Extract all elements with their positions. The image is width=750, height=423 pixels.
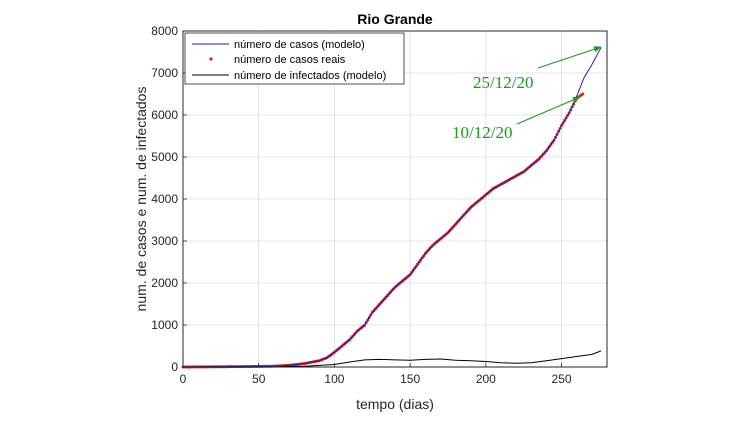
x-tick-label: 50 (252, 372, 266, 386)
y-tick-label: 0 (171, 360, 178, 374)
series-casos-modelo-line (182, 47, 602, 368)
legend: número de casos (modelo) número de casos… (184, 32, 405, 85)
y-tick-label: 2000 (151, 276, 178, 290)
y-tick-label: 1000 (151, 318, 178, 332)
data-point (581, 92, 585, 96)
legend-label-casos-reais: número de casos reais (234, 54, 346, 66)
y-tick-label: 3000 (151, 234, 178, 248)
legend-label-infectados-modelo: número de infectados (modelo) (234, 70, 386, 82)
x-tick-label: 200 (476, 372, 496, 386)
x-tick-label: 250 (552, 372, 572, 386)
y-tick-label: 4000 (151, 192, 178, 206)
ticks: 0 50 100 150 200 250 0 1000 2000 3000 4000 5000 6000… (151, 24, 572, 386)
series-infectados-modelo-line (182, 350, 602, 368)
annotations: 25/12/20 10/12/20 (452, 46, 602, 142)
x-tick-label: 150 (400, 372, 420, 386)
x-tick-label: 100 (324, 372, 344, 386)
legend-swatch-casos-reais (209, 57, 213, 61)
y-tick-label: 6000 (151, 108, 178, 122)
y-tick-label: 7000 (151, 66, 178, 80)
x-tick-label: 0 (180, 372, 187, 386)
x-axis-label: tempo (dias) (356, 396, 434, 412)
y-tick-label: 5000 (151, 150, 178, 164)
y-tick-label: 8000 (151, 24, 178, 38)
legend-label-casos-modelo: número de casos (modelo) (234, 39, 365, 51)
grid (183, 31, 607, 367)
y-axis-label: num. de casos e num. de infectados (133, 87, 149, 312)
annotation-arrow-10-12-20 (516, 96, 581, 125)
annotation-label-10-12-20: 10/12/20 (452, 123, 512, 142)
chart-title: Rio Grande (357, 11, 433, 27)
annotation-arrow-25-12-20 (537, 46, 602, 69)
annotation-label-25-12-20: 25/12/20 (473, 73, 533, 92)
